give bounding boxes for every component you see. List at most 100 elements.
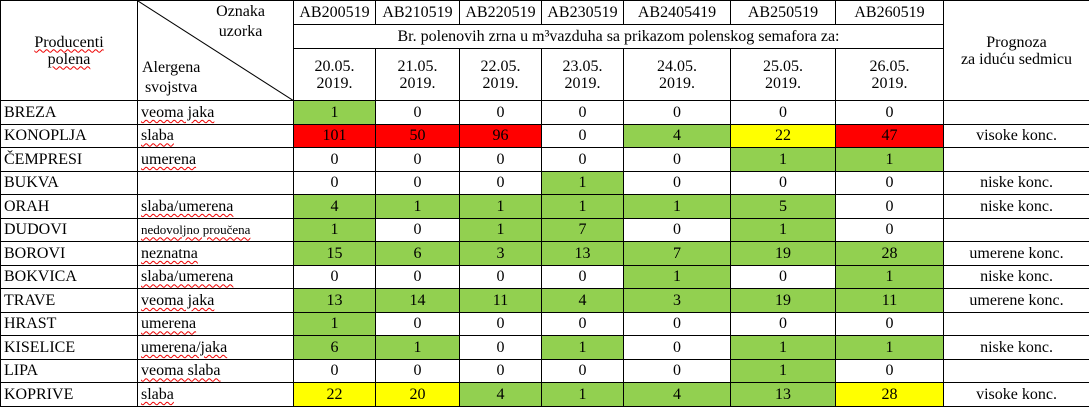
pollen-count: 13	[731, 383, 836, 407]
pollen-count: 0	[836, 171, 944, 195]
forecast	[944, 101, 1089, 125]
forecast: visoke konc.	[944, 383, 1089, 407]
pollen-count: 6	[376, 242, 460, 266]
allergen: umerena/jaka	[138, 336, 294, 360]
allergen: neznatna	[138, 242, 294, 266]
date: 20.05. 2019.	[294, 49, 376, 101]
pollen-count: 1	[731, 148, 836, 172]
pollen-count: 28	[836, 242, 944, 266]
sample-code: AB200519	[294, 1, 376, 25]
producers-label: Producenti polena	[34, 34, 103, 68]
producer: ČEMPRESI	[1, 148, 138, 172]
allergen-text: slaba/umerena	[141, 268, 233, 285]
forecast	[944, 218, 1089, 242]
producer: HRAST	[1, 312, 138, 336]
pollen-count: 0	[836, 195, 944, 219]
date: 25.05. 2019.	[731, 49, 836, 101]
pollen-count: 1	[542, 171, 624, 195]
pollen-count: 50	[376, 124, 460, 148]
sample-code: AB220519	[460, 1, 542, 25]
pollen-count: 20	[376, 383, 460, 407]
allergen: nedovoljno proučena	[138, 218, 294, 242]
forecast	[944, 312, 1089, 336]
producer: BREZA	[1, 101, 138, 125]
pollen-count: 0	[542, 148, 624, 172]
pollen-count: 0	[624, 218, 731, 242]
producer: BUKVA	[1, 171, 138, 195]
pollen-count: 0	[542, 101, 624, 125]
producer: KONOPLJA	[1, 124, 138, 148]
pollen-count: 0	[624, 336, 731, 360]
pollen-count: 4	[460, 383, 542, 407]
forecast: niske konc.	[944, 336, 1089, 360]
pollen-count: 0	[624, 101, 731, 125]
allergen: umerena	[138, 148, 294, 172]
allergen: umerena	[138, 312, 294, 336]
sample-code: AB230519	[542, 1, 624, 25]
pollen-count: 0	[460, 101, 542, 125]
allergen-label: Alergena svojstva	[142, 58, 200, 98]
allergen-text: umerena	[141, 151, 196, 168]
pollen-count: 1	[542, 195, 624, 219]
pollen-count: 5	[731, 195, 836, 219]
forecast: niske konc.	[944, 265, 1089, 289]
pollen-count: 0	[624, 148, 731, 172]
allergen-text: veoma jaka	[141, 292, 214, 309]
producer: BOKVICA	[1, 265, 138, 289]
pollen-count: 0	[460, 312, 542, 336]
pollen-count: 6	[294, 336, 376, 360]
pollen-count: 3	[460, 242, 542, 266]
pollen-count: 1	[542, 383, 624, 407]
pollen-count: 0	[731, 265, 836, 289]
pollen-count: 1	[836, 336, 944, 360]
pollen-count: 11	[460, 289, 542, 313]
allergen-text: neznatna	[141, 245, 198, 262]
date: 23.05. 2019.	[542, 49, 624, 101]
pollen-count: 14	[376, 289, 460, 313]
pollen-count: 0	[376, 265, 460, 289]
sample-code: AB210519	[376, 1, 460, 25]
pollen-count: 0	[542, 265, 624, 289]
pollen-count: 1	[542, 336, 624, 360]
allergen: slaba	[138, 383, 294, 407]
allergen-text: slaba/umerena	[141, 198, 233, 215]
diagonal-header: Oznaka uzorka Alergena svojstva	[138, 1, 294, 101]
pollen-count: 0	[294, 359, 376, 383]
pollen-count: 0	[294, 265, 376, 289]
pollen-count: 4	[624, 383, 731, 407]
subtitle: Br. polenovih zrna u m³vazduha sa prikaz…	[294, 25, 944, 49]
allergen-text: slaba	[141, 386, 174, 403]
pollen-count: 28	[836, 383, 944, 407]
pollen-count: 0	[376, 359, 460, 383]
allergen: veoma jaka	[138, 289, 294, 313]
header-row: Producenti polena Oznaka uzorka Alergena…	[1, 1, 1089, 25]
producer: LIPA	[1, 359, 138, 383]
allergen: veoma jaka	[138, 101, 294, 125]
producer: TRAVE	[1, 289, 138, 313]
pollen-count: 1	[731, 336, 836, 360]
pollen-count: 7	[542, 218, 624, 242]
pollen-count: 1	[624, 195, 731, 219]
pollen-count: 4	[294, 195, 376, 219]
forecast: niske konc.	[944, 195, 1089, 219]
allergen-text: veoma jaka	[141, 104, 214, 121]
pollen-count: 3	[624, 289, 731, 313]
allergen-text: nedovoljno proučena	[141, 222, 250, 237]
forecast	[944, 148, 1089, 172]
pollen-count: 4	[624, 124, 731, 148]
pollen-count: 1	[294, 101, 376, 125]
pollen-count: 96	[460, 124, 542, 148]
pollen-count: 0	[460, 148, 542, 172]
pollen-count: 0	[376, 101, 460, 125]
pollen-count: 13	[542, 242, 624, 266]
producers-header: Producenti polena	[1, 1, 138, 101]
pollen-count: 1	[294, 312, 376, 336]
pollen-count: 47	[836, 124, 944, 148]
forecast-label: Prognoza za iduću sedmicu	[961, 34, 1072, 68]
